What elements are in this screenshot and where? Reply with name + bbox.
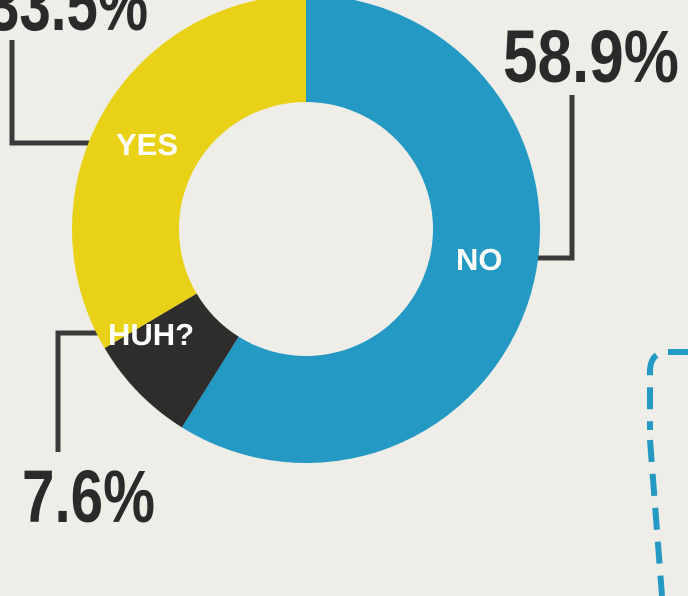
dashed-frame [647,349,688,596]
slice-label: HUH? [108,317,194,352]
slice-label: NO [456,242,503,277]
donut-slice [104,293,239,428]
donut-slice [72,0,306,349]
percent-label: 33.5% [0,0,148,46]
leader-line [55,330,108,452]
donut-slice [181,0,540,463]
slice-label: YES [116,127,178,162]
percent-label: 7.6% [22,455,155,538]
leader-line [528,95,575,261]
percent-label: 58.9% [503,15,679,98]
leader-line [9,40,108,146]
